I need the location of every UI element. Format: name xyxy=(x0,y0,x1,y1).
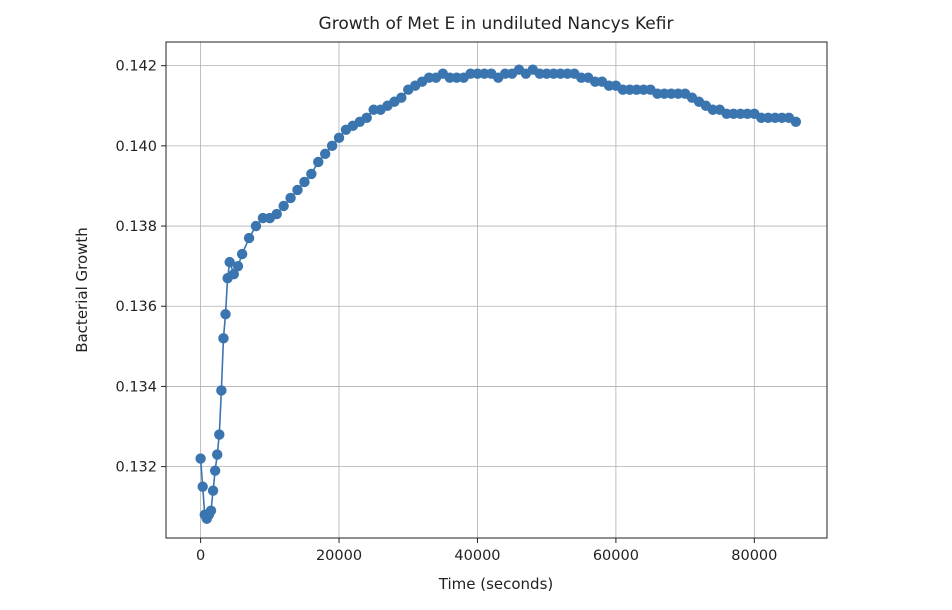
x-axis-label: Time (seconds) xyxy=(438,575,554,593)
y-tick-label: 0.142 xyxy=(115,59,157,75)
data-point xyxy=(333,132,345,144)
series-line xyxy=(195,64,802,524)
data-point xyxy=(361,112,372,123)
y-tick-label: 0.134 xyxy=(115,379,157,395)
data-point xyxy=(236,248,248,260)
data-point xyxy=(306,168,317,180)
tick-marks: 0 20000 40000 60000 80000 0.132 0.134 0.136 0.13… xyxy=(115,59,777,564)
data-point xyxy=(224,256,235,268)
data-point xyxy=(396,92,407,103)
data-point xyxy=(292,184,303,196)
y-tick-label: 0.132 xyxy=(115,460,157,476)
y-tick-label: 0.140 xyxy=(115,139,157,155)
y-tick-label: 0.136 xyxy=(115,299,157,315)
data-point xyxy=(214,429,225,440)
data-point xyxy=(326,140,338,152)
x-tick-label: 60000 xyxy=(593,548,639,564)
data-point xyxy=(232,260,244,272)
data-point xyxy=(218,333,229,344)
chart-title: Growth of Met E in undiluted Nancys Kefi… xyxy=(319,14,674,34)
data-point xyxy=(278,200,289,212)
plot-area-frame xyxy=(165,41,828,539)
x-tick-label: 80000 xyxy=(731,548,777,564)
y-tick-label: 0.138 xyxy=(115,219,157,235)
data-point xyxy=(216,385,227,396)
data-point xyxy=(243,232,255,244)
data-point xyxy=(250,220,262,232)
data-point xyxy=(271,208,282,220)
data-point xyxy=(195,453,206,464)
data-point xyxy=(209,465,221,476)
grid xyxy=(166,42,827,538)
data-point xyxy=(299,176,310,188)
x-tick-label: 40000 xyxy=(454,548,500,564)
data-point xyxy=(313,156,324,168)
x-tick-label: 0 xyxy=(196,548,205,564)
series-path xyxy=(199,68,797,521)
data-point xyxy=(319,148,331,160)
data-point xyxy=(790,116,802,127)
data-point xyxy=(285,192,296,204)
data-point xyxy=(207,485,219,496)
data-point xyxy=(228,268,240,280)
y-axis-label: Bacterial Growth xyxy=(73,227,91,353)
data-point xyxy=(197,481,208,492)
x-tick-label: 20000 xyxy=(316,548,362,564)
data-point xyxy=(220,309,231,320)
data-point xyxy=(212,449,223,460)
data-point xyxy=(205,505,217,516)
